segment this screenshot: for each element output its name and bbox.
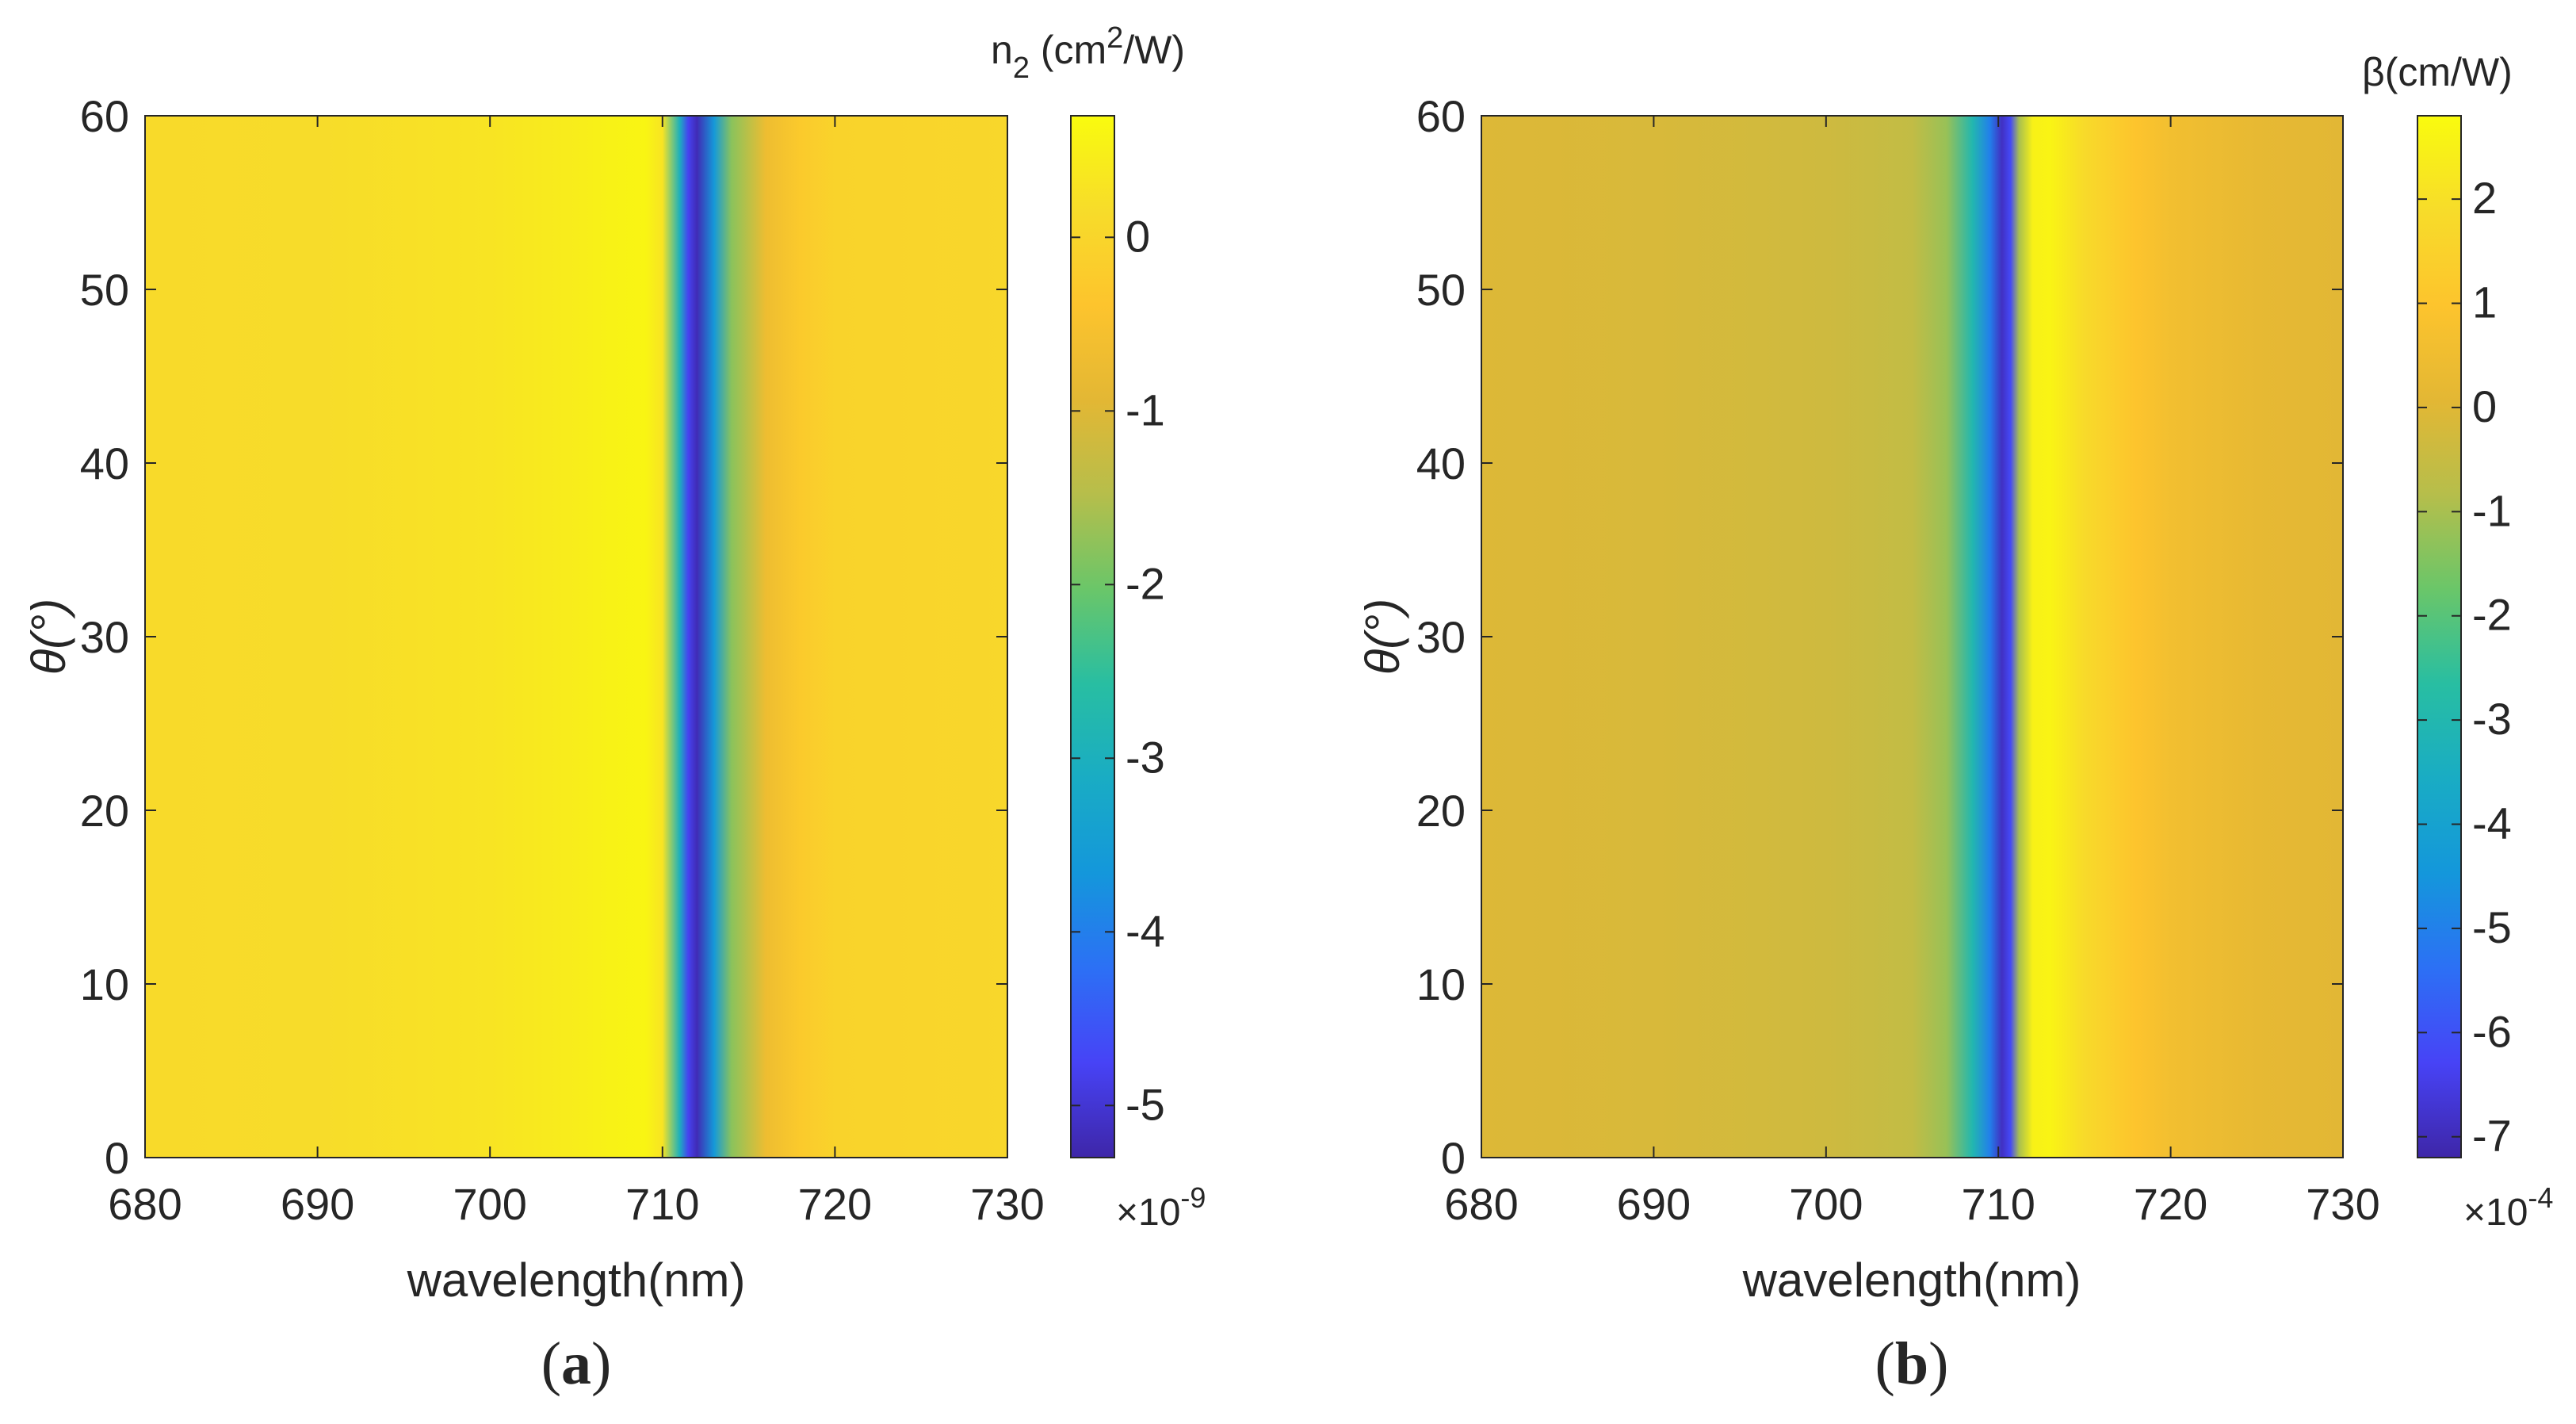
panel-label-a: (a) — [541, 1330, 612, 1397]
y-tick-label-a: 10 — [80, 959, 129, 1009]
y-axis-ticks-a: 0 10 20 30 40 50 60 — [80, 91, 1007, 1183]
colorbar-exponent-b: ×10-4 — [2463, 1181, 2553, 1234]
y-tick-label-b: 20 — [1416, 786, 1466, 836]
colorbar-tick-label-b: -2 — [2472, 590, 2512, 640]
colorbar-tick-label-b: -5 — [2472, 902, 2512, 952]
colorbar-tick-label-b: 2 — [2472, 173, 2497, 223]
colorbar-title-a: n2 (cm2/W) — [991, 21, 1185, 85]
y-tick-label-b: 30 — [1416, 612, 1466, 662]
x-tick-label-b: 680 — [1444, 1179, 1518, 1229]
colorbar-ticks-b: 2 1 0 -1 -2 -3 -4 -5 -6 -7 — [2417, 173, 2512, 1161]
y-tick-label-b: 60 — [1416, 91, 1466, 141]
x-tick-label-a: 680 — [108, 1179, 182, 1229]
y-tick-label-b: 50 — [1416, 265, 1466, 315]
colorbar-tick-label-b: -3 — [2472, 694, 2512, 744]
colorbar-a — [1070, 115, 1115, 1158]
colorbar-tick-label-b: -4 — [2472, 798, 2512, 848]
colorbar-tick-label-b: -6 — [2472, 1006, 2512, 1056]
colorbar-b — [2417, 115, 2462, 1158]
panel-label-b: (b) — [1875, 1330, 1949, 1397]
colorbar-tick-label-b: -1 — [2472, 485, 2512, 535]
colorbar-tick-label-a: -1 — [1126, 385, 1165, 434]
colorbar-ticks-a: 0 -1 -2 -3 -4 -5 — [1071, 211, 1165, 1129]
colorbar-title-b: β(cm/W) — [2362, 50, 2513, 94]
y-tick-label-a: 60 — [80, 91, 129, 141]
y-tick-label-a: 50 — [80, 265, 129, 315]
x-tick-label-a: 690 — [281, 1179, 354, 1229]
y-axis-ticks-b: 0 10 20 30 40 50 60 — [1416, 91, 2343, 1183]
x-axis-ticks-b: 680 690 700 710 720 730 — [1444, 116, 2380, 1229]
colorbar-tick-label-b: -7 — [2472, 1111, 2512, 1161]
heatmap-plot-area-a — [145, 116, 1007, 1158]
x-axis-label-a: wavelength(nm) — [407, 1254, 746, 1307]
x-tick-label-b: 720 — [2134, 1179, 2207, 1229]
x-tick-label-a: 720 — [798, 1179, 872, 1229]
x-axis-ticks-a: 680 690 700 710 720 730 — [108, 116, 1045, 1229]
panel-a: 680 690 700 710 720 730 0 10 20 30 40 50 60 wavelen… — [22, 21, 1206, 1397]
x-tick-label-b: 700 — [1789, 1179, 1863, 1229]
x-tick-label-a: 700 — [453, 1179, 526, 1229]
x-tick-label-a: 710 — [625, 1179, 699, 1229]
x-tick-label-b: 730 — [2306, 1179, 2379, 1229]
colorbar-tick-label-a: -5 — [1126, 1079, 1165, 1129]
y-tick-label-a: 0 — [105, 1133, 129, 1183]
y-tick-label-a: 40 — [80, 438, 129, 488]
x-axis-label-b: wavelength(nm) — [1742, 1254, 2081, 1307]
colorbar-tick-label-a: -3 — [1126, 732, 1165, 782]
x-tick-label-b: 710 — [1961, 1179, 2035, 1229]
x-tick-label-a: 730 — [970, 1179, 1044, 1229]
y-tick-label-b: 40 — [1416, 438, 1466, 488]
y-tick-label-b: 0 — [1441, 1133, 1466, 1183]
colorbar-tick-label-a: -4 — [1126, 905, 1165, 955]
y-tick-label-a: 30 — [80, 612, 129, 662]
y-axis-label-a: θ(°) — [22, 599, 75, 676]
y-tick-label-a: 20 — [80, 786, 129, 836]
colorbar-tick-label-b: 0 — [2472, 381, 2497, 431]
heatmap-plot-area-b — [1481, 116, 2343, 1158]
colorbar-tick-label-b: 1 — [2472, 278, 2497, 327]
x-tick-label-b: 690 — [1617, 1179, 1691, 1229]
colorbar-exponent-a: ×10-9 — [1116, 1181, 1206, 1234]
colorbar-tick-label-a: 0 — [1126, 211, 1150, 261]
colorbar-tick-label-a: -2 — [1126, 558, 1165, 608]
y-axis-label-b: θ(°) — [1356, 599, 1409, 676]
y-tick-label-b: 10 — [1416, 959, 1466, 1009]
